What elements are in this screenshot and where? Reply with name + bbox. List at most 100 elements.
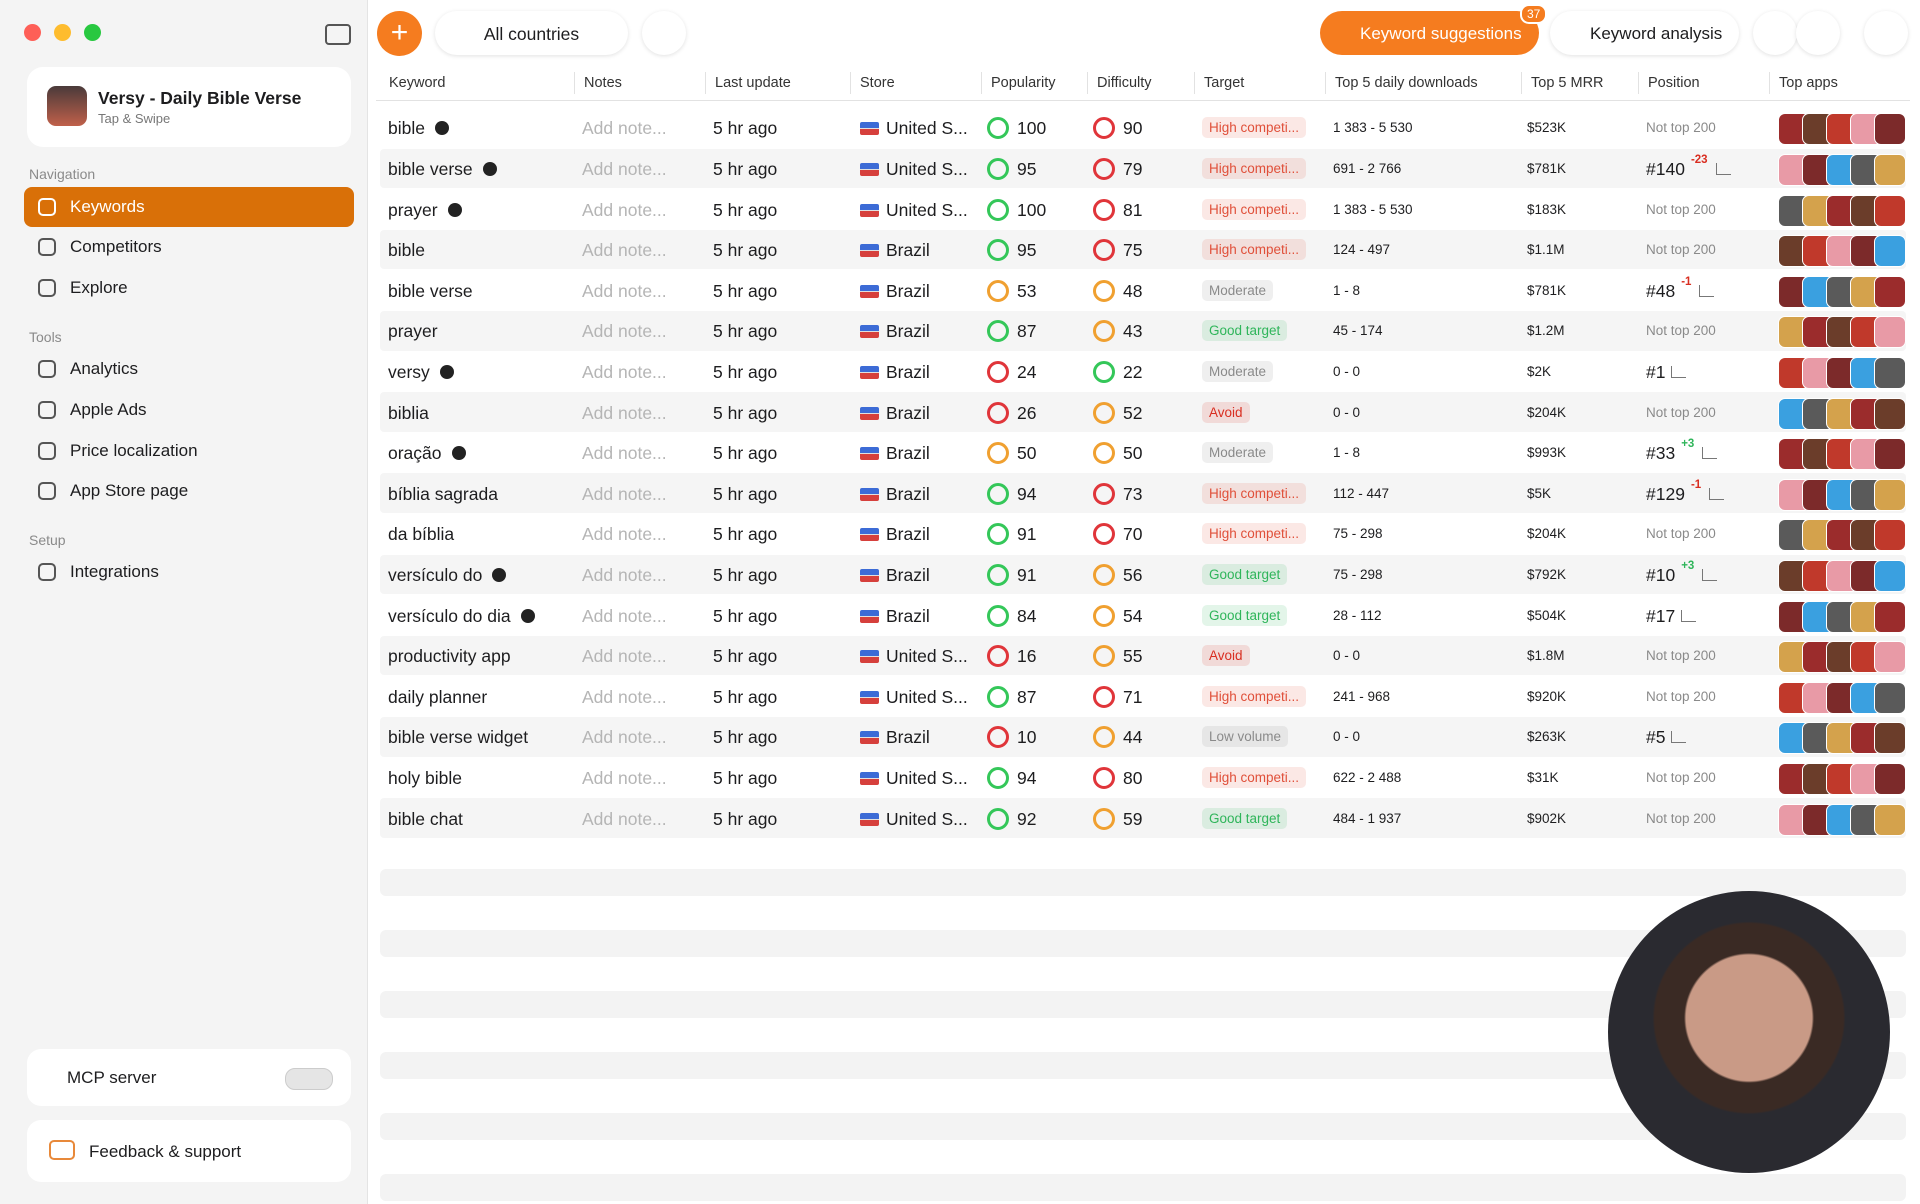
downloads: 45 - 174 — [1333, 323, 1383, 339]
keyword: bible — [388, 118, 425, 139]
table-row[interactable] — [380, 351, 1906, 392]
zoom-button[interactable] — [84, 24, 101, 41]
note-input[interactable]: Add note... — [582, 646, 667, 667]
position-chart-icon[interactable] — [1702, 447, 1718, 460]
difficulty: 73 — [1123, 483, 1143, 504]
note-input[interactable]: Add note... — [582, 686, 667, 707]
position-chart-icon[interactable] — [1699, 284, 1715, 297]
column-header[interactable]: Notes — [584, 75, 622, 91]
table-row[interactable] — [380, 554, 1906, 595]
close-button[interactable] — [24, 24, 41, 41]
column-divider — [1769, 72, 1770, 94]
nav-item[interactable]: Analytics — [70, 359, 139, 378]
nav-item[interactable]: Integrations — [70, 562, 159, 581]
refresh-button[interactable] — [642, 11, 686, 55]
table-row[interactable] — [380, 635, 1906, 676]
table-row[interactable] — [380, 311, 1906, 351]
position-chart-icon[interactable] — [1671, 365, 1687, 378]
flag — [860, 528, 879, 542]
nav-item[interactable]: Explore — [70, 278, 128, 297]
filter-button[interactable] — [1796, 11, 1840, 55]
mrr: $781K — [1527, 160, 1567, 176]
note-input[interactable]: Add note... — [582, 767, 667, 788]
table-row[interactable] — [380, 229, 1906, 270]
table-row[interactable] — [380, 595, 1906, 635]
table-row[interactable] — [380, 392, 1906, 432]
keyword: prayer — [388, 321, 438, 342]
nav-item[interactable]: App Store page — [70, 481, 189, 500]
table-row[interactable] — [380, 108, 1906, 148]
last-update: 5 hr ago — [713, 686, 778, 707]
verified-badge — [451, 446, 466, 461]
difficulty: 43 — [1123, 321, 1143, 342]
position-chart-icon[interactable] — [1709, 487, 1725, 500]
column-header[interactable]: Keyword — [389, 75, 446, 91]
flag — [860, 162, 879, 176]
note-input[interactable]: Add note... — [582, 321, 667, 342]
note-input[interactable]: Add note... — [582, 605, 667, 626]
nav-icon — [38, 238, 56, 256]
note-input[interactable]: Add note... — [582, 808, 667, 829]
nav-item[interactable]: Price localization — [70, 441, 198, 460]
column-header[interactable]: Top 5 MRR — [1531, 75, 1604, 91]
table-row[interactable] — [380, 270, 1906, 310]
table-row[interactable] — [380, 717, 1906, 757]
keyword: bible chat — [388, 808, 463, 829]
table-row[interactable] — [380, 148, 1906, 189]
table-row[interactable] — [380, 189, 1906, 229]
sidebar-toggle[interactable] — [325, 24, 351, 45]
feedback-box[interactable] — [27, 1120, 351, 1182]
note-input[interactable]: Add note... — [582, 727, 667, 748]
table-row[interactable] — [380, 676, 1906, 716]
table-row[interactable] — [380, 798, 1906, 838]
table-row[interactable] — [380, 514, 1906, 554]
position: #140 — [1646, 158, 1685, 179]
note-input[interactable]: Add note... — [582, 443, 667, 464]
note-input[interactable]: Add note... — [582, 240, 667, 261]
suggestions-button[interactable] — [1320, 11, 1539, 55]
score-ring — [987, 320, 1009, 343]
column-header[interactable]: Store — [860, 75, 895, 91]
column-header[interactable]: Last update — [715, 75, 791, 91]
nav-item[interactable]: Competitors — [70, 237, 162, 256]
column-header[interactable]: Position — [1648, 75, 1700, 91]
search-button[interactable] — [1864, 11, 1908, 55]
downloads: 1 383 - 5 530 — [1333, 201, 1413, 217]
note-input[interactable]: Add note... — [582, 199, 667, 220]
score-ring — [1093, 685, 1115, 708]
analysis-button[interactable] — [1550, 11, 1739, 55]
minimize-button[interactable] — [54, 24, 71, 41]
note-input[interactable]: Add note... — [582, 564, 667, 585]
note-input[interactable]: Add note... — [582, 361, 667, 382]
column-header[interactable]: Difficulty — [1097, 75, 1152, 91]
popularity: 16 — [1017, 646, 1037, 667]
position-chart-icon[interactable] — [1715, 162, 1731, 175]
position-change: +3 — [1681, 559, 1695, 572]
column-header[interactable]: Popularity — [991, 75, 1056, 91]
note-input[interactable]: Add note... — [582, 118, 667, 139]
column-header[interactable]: Top 5 daily downloads — [1335, 75, 1478, 91]
mcp-toggle[interactable] — [285, 1068, 333, 1090]
table-row[interactable] — [380, 473, 1906, 513]
note-input[interactable]: Add note... — [582, 280, 667, 301]
position-chart-icon[interactable] — [1681, 609, 1697, 622]
column-header[interactable]: Top apps — [1779, 75, 1838, 91]
note-input[interactable]: Add note... — [582, 483, 667, 504]
position-chart-icon[interactable] — [1671, 731, 1687, 744]
nav-item[interactable]: Keywords — [70, 197, 145, 216]
note-input[interactable]: Add note... — [582, 402, 667, 423]
score-ring — [1093, 726, 1115, 749]
app-icon — [1874, 153, 1906, 186]
position-chart-icon[interactable] — [1702, 568, 1718, 581]
downloads: 75 - 298 — [1333, 566, 1383, 582]
nav-item[interactable]: Apple Ads — [70, 400, 147, 419]
table-row[interactable] — [380, 432, 1906, 473]
table-row[interactable] — [380, 757, 1906, 798]
note-input[interactable]: Add note... — [582, 158, 667, 179]
country-pill[interactable] — [435, 11, 628, 55]
difficulty: 48 — [1123, 280, 1143, 301]
column-header[interactable]: Target — [1204, 75, 1245, 91]
note-input[interactable]: Add note... — [582, 524, 667, 545]
add-button[interactable]: + — [377, 11, 422, 56]
export-button[interactable] — [1753, 11, 1797, 55]
